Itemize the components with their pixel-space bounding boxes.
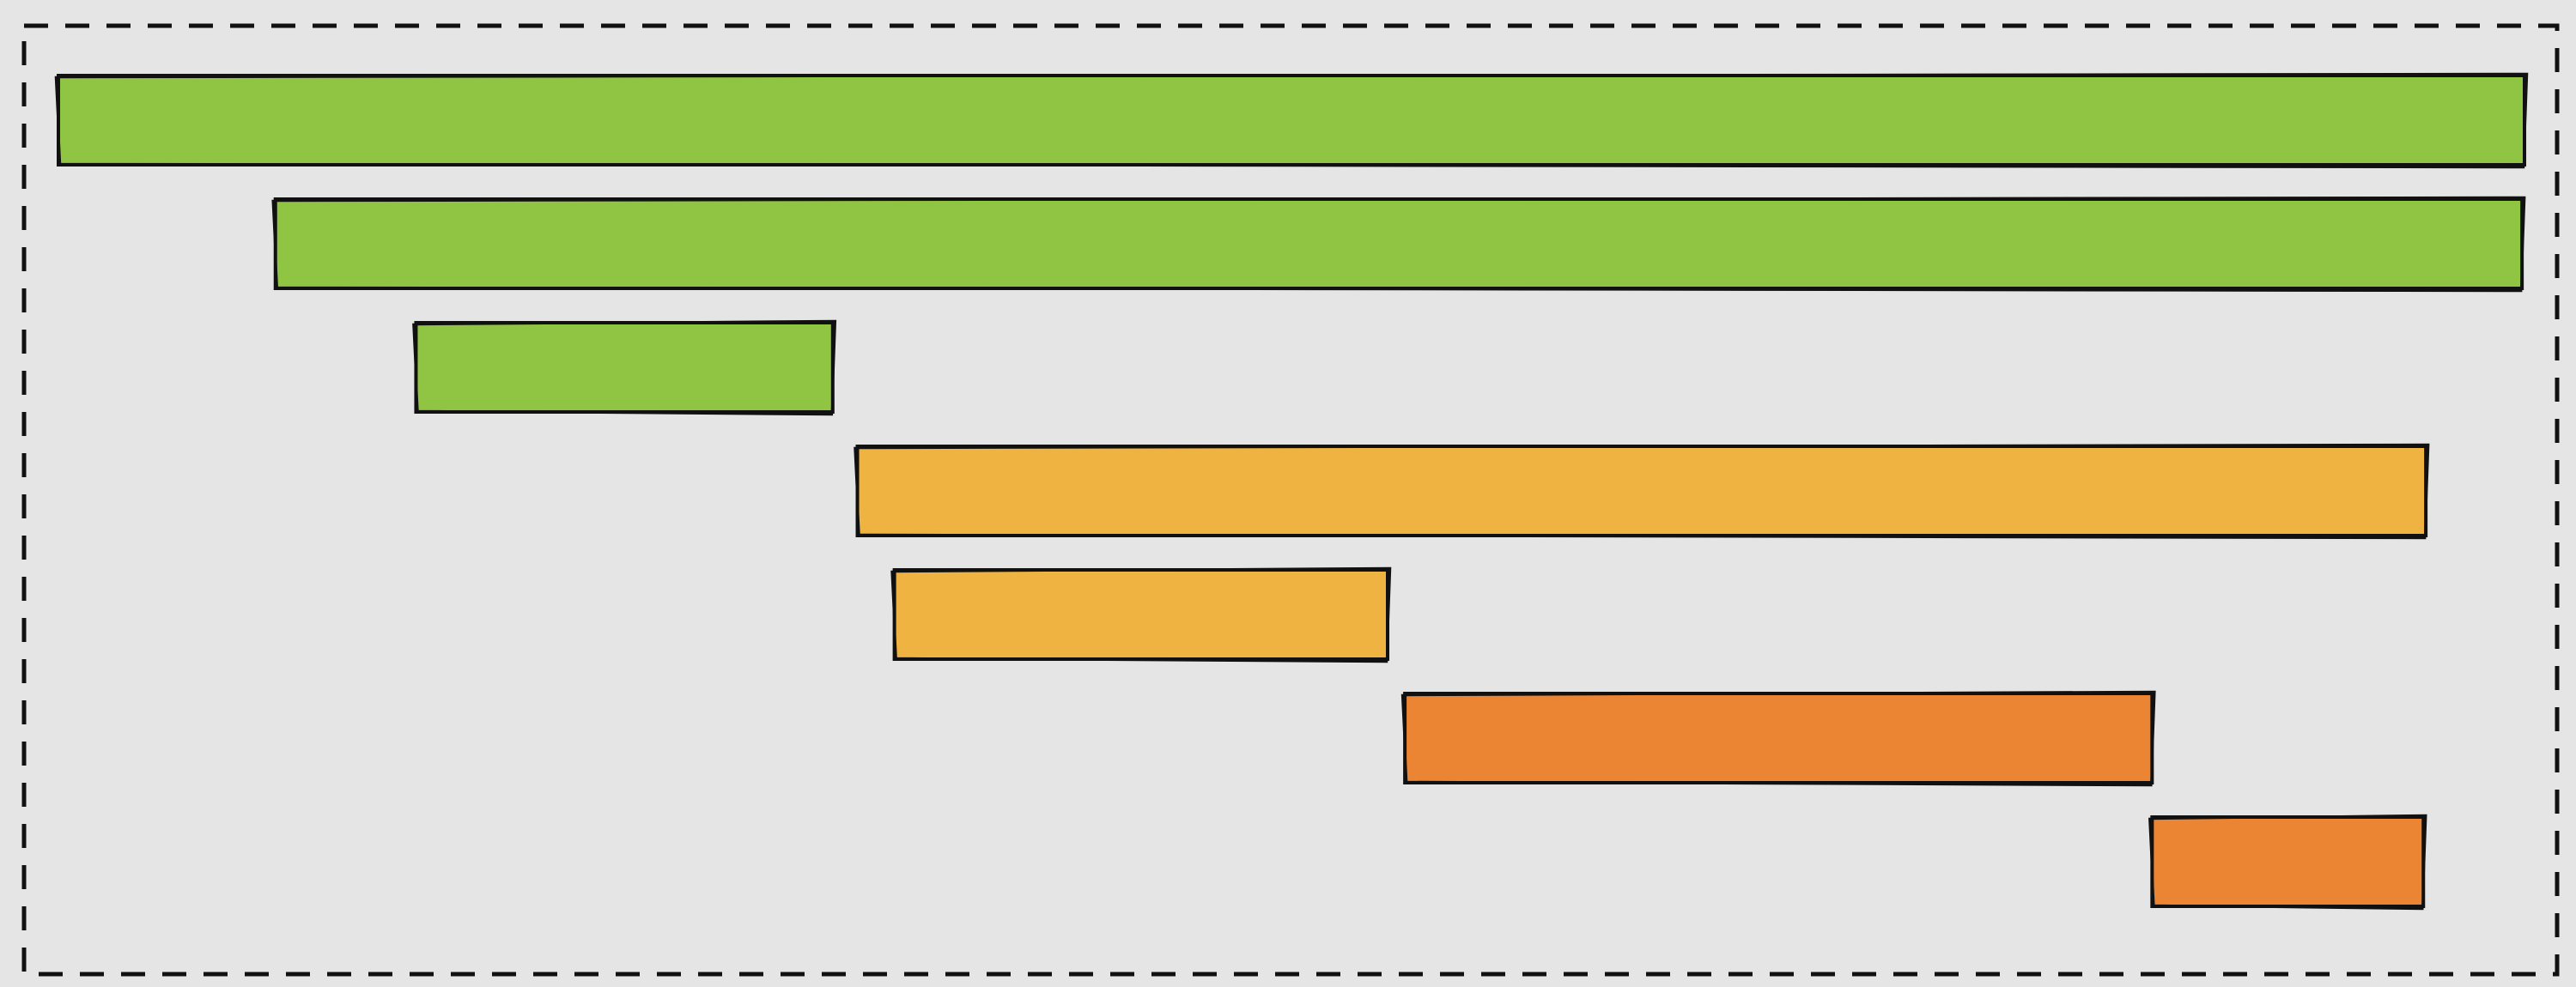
task-bar-fill — [273, 197, 2524, 290]
task-bar-4 — [854, 443, 2430, 540]
task-bar-fill — [57, 74, 2526, 167]
task-bar-5 — [890, 566, 1392, 663]
task-bar-fill — [855, 445, 2428, 537]
task-bar-3 — [412, 319, 837, 416]
chart-frame — [21, 23, 2560, 977]
task-bar-2 — [271, 196, 2526, 293]
task-bar-sketch-outline — [1400, 690, 2156, 787]
task-bar-fill — [414, 321, 835, 414]
task-bar-sketch-outline — [890, 566, 1392, 663]
task-bar-fill — [892, 568, 1390, 661]
task-bar-1 — [54, 72, 2529, 169]
task-bar-sketch-outline — [854, 443, 2430, 540]
task-bar-sketch-outline — [2148, 814, 2427, 911]
task-bar-fill — [2150, 815, 2426, 908]
task-bars — [54, 72, 2529, 911]
task-bar-sketch-outline — [412, 319, 837, 416]
task-bar-sketch-outline — [271, 196, 2526, 293]
task-bar-7 — [2148, 814, 2427, 911]
task-bar-sketch-outline — [54, 72, 2529, 169]
task-bar-fill — [1403, 692, 2154, 784]
task-bar-6 — [1400, 690, 2156, 787]
